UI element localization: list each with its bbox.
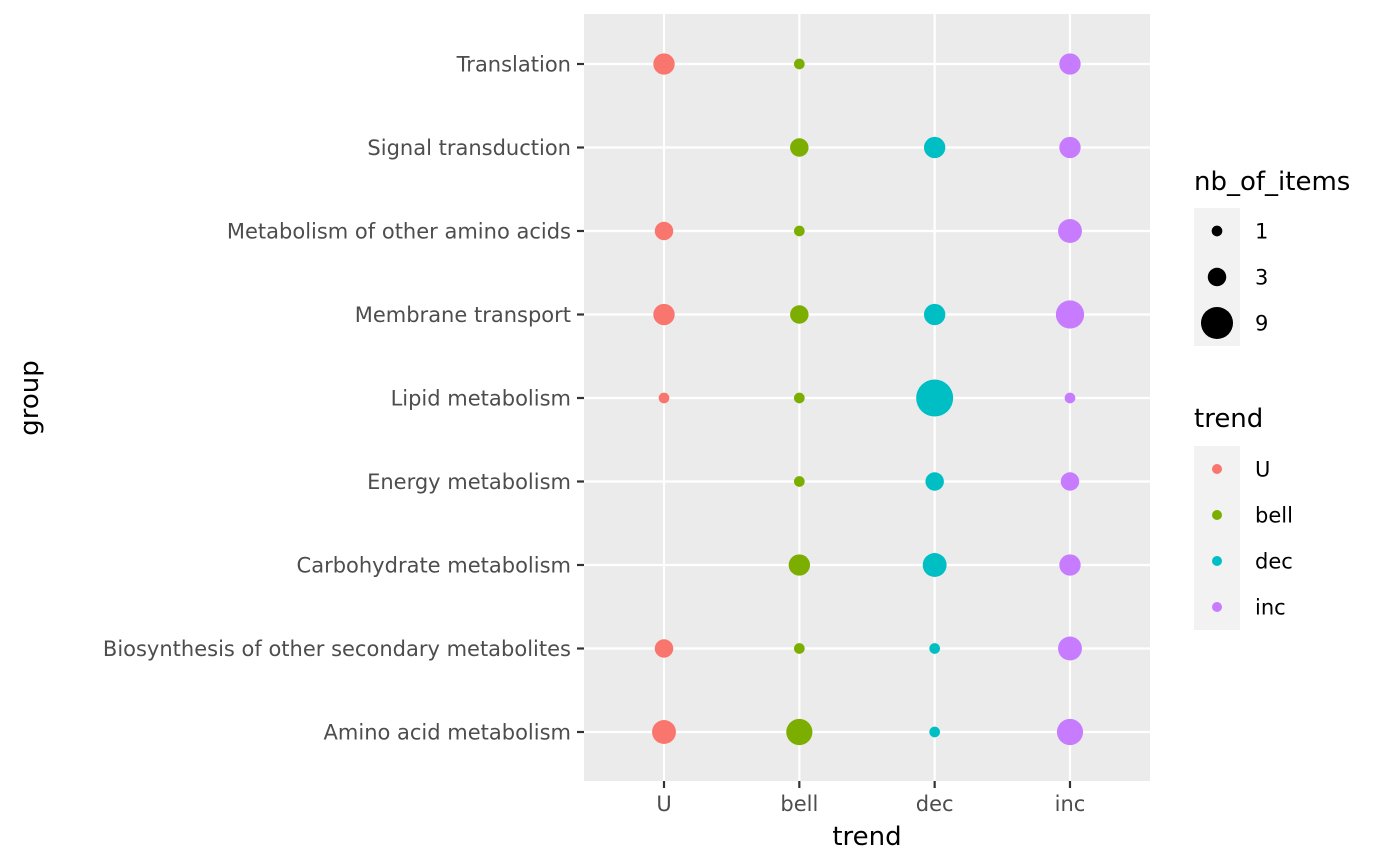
color-legend-key-background [1194,446,1240,630]
point-membrane-transport-inc [1055,300,1085,329]
point-lipid-metabolism-dec [916,379,954,417]
point-membrane-transport-bell [790,305,809,324]
color-legend-key-inc [1212,602,1222,612]
color-legend-label-bell: bell [1255,504,1293,528]
size-legend-label-9: 9 [1255,312,1268,336]
y-tick-label-membrane-transport: Membrane transport [355,303,571,327]
point-biosynthesis-of-other-secondary-metabolites-u [654,639,674,658]
y-tick-label-translation: Translation [456,53,571,77]
point-energy-metabolism-inc [1060,472,1080,491]
point-biosynthesis-of-other-secondary-metabolites-dec [929,643,941,654]
x-tick-label-inc: inc [1055,792,1086,816]
point-energy-metabolism-dec [925,472,944,491]
point-lipid-metabolism-u [658,392,670,404]
point-signal-transduction-inc [1059,136,1081,159]
point-amino-acid-metabolism-dec [929,726,941,738]
point-signal-transduction-dec [923,136,946,159]
point-membrane-transport-dec [923,303,946,326]
y-tick-label-amino-acid-metabolism: Amino acid metabolism [324,721,571,745]
point-translation-bell [793,58,805,70]
point-energy-metabolism-bell [793,476,805,487]
point-translation-inc [1059,53,1081,75]
color-legend-key-dec [1212,556,1222,566]
point-metabolism-of-other-amino-acids-inc [1058,219,1082,243]
x-tick-label-bell: bell [780,792,818,816]
point-amino-acid-metabolism-bell [786,718,813,746]
point-metabolism-of-other-amino-acids-u [654,221,674,241]
point-translation-u [653,53,675,75]
color-legend-label-inc: inc [1255,596,1286,620]
y-tick-label-biosynthesis-of-other-secondary-metabolites: Biosynthesis of other secondary metaboli… [103,637,571,661]
point-amino-acid-metabolism-inc [1056,718,1084,746]
point-carbohydrate-metabolism-dec [922,553,947,577]
y-tick-label-carbohydrate-metabolism: Carbohydrate metabolism [297,554,571,578]
size-legend: nb_of_items 1 3 9 [1194,167,1350,346]
size-legend-label-1: 1 [1255,220,1268,244]
point-signal-transduction-bell [790,138,809,157]
data-points [652,53,1085,746]
point-metabolism-of-other-amino-acids-bell [793,225,805,237]
y-tick-label-signal-transduction: Signal transduction [367,136,571,160]
point-biosynthesis-of-other-secondary-metabolites-bell [793,643,805,654]
point-lipid-metabolism-inc [1064,392,1076,404]
y-axis-title: group [15,360,45,436]
color-legend-key-bell [1212,510,1222,520]
y-tick-label-energy-metabolism: Energy metabolism [367,470,571,494]
size-legend-label-3: 3 [1255,266,1268,290]
color-legend-key-u [1212,464,1222,474]
x-tick-label-dec: dec [916,792,954,816]
y-tick-label-metabolism-of-other-amino-acids: Metabolism of other amino acids [227,220,571,244]
size-legend-title: nb_of_items [1194,167,1350,197]
color-legend-label-dec: dec [1255,550,1293,574]
x-tick-label-u: U [656,792,671,816]
point-carbohydrate-metabolism-bell [788,554,811,576]
color-legend-title: trend [1194,404,1263,434]
y-tick-label-lipid-metabolism: Lipid metabolism [391,387,571,411]
point-amino-acid-metabolism-u [652,720,676,744]
size-legend-key-1 [1211,225,1223,237]
point-lipid-metabolism-bell [793,392,805,404]
x-axis-title: trend [832,822,901,852]
size-legend-key-3 [1207,267,1227,287]
y-axis: Amino acid metabolism Biosynthesis of oth… [103,53,584,745]
size-legend-key-9 [1200,306,1234,340]
point-carbohydrate-metabolism-inc [1059,554,1081,576]
point-biosynthesis-of-other-secondary-metabolites-inc [1058,636,1082,661]
color-legend-label-u: U [1255,458,1270,482]
point-membrane-transport-u [653,303,675,326]
